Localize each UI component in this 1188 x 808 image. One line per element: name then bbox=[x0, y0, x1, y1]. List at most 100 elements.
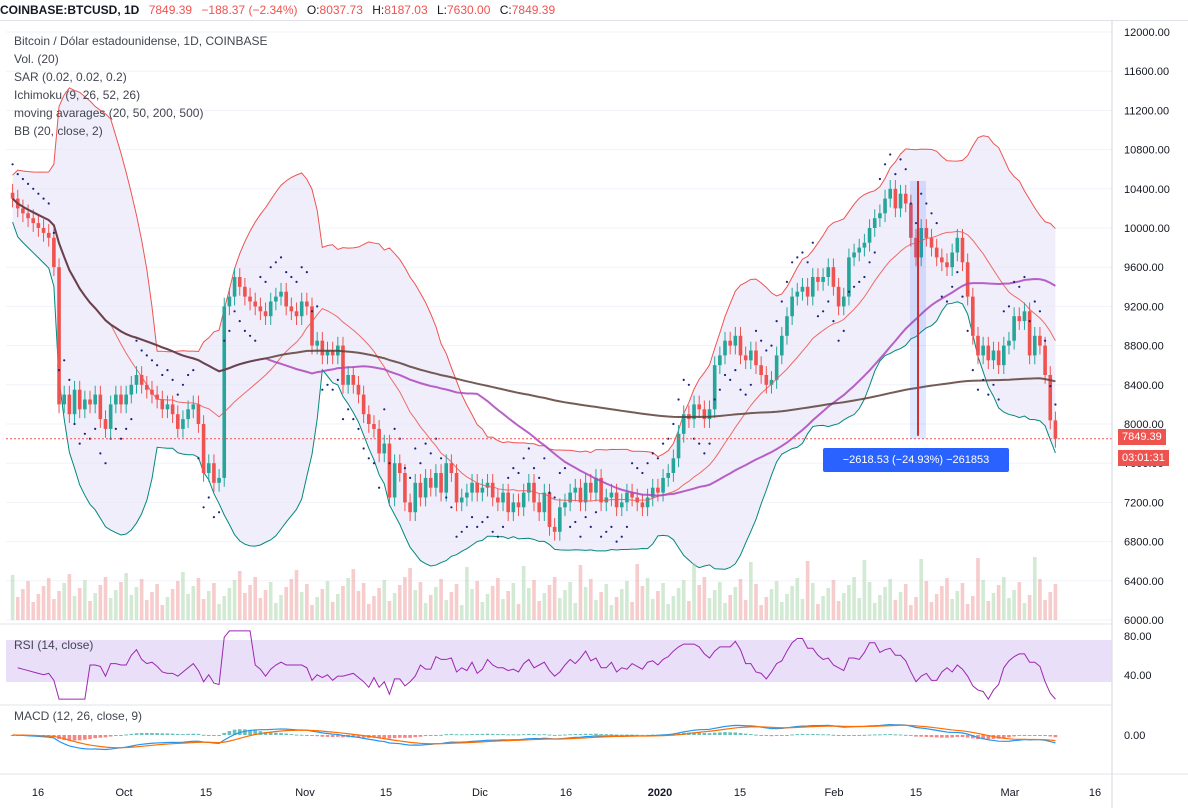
volume-bar bbox=[841, 593, 846, 620]
macd-hist bbox=[253, 730, 258, 735]
legend-ichimoku[interactable]: Ichimoku (9, 26, 52, 26) bbox=[14, 88, 141, 102]
volume-bar bbox=[181, 572, 185, 620]
macd-hist bbox=[521, 734, 526, 736]
macd-hist bbox=[289, 734, 294, 736]
sar-dot bbox=[326, 383, 329, 386]
price-chart[interactable]: 12000.00 11600.00 11200.00 10800.00 10400.00… bbox=[0, 20, 1188, 808]
macd-line bbox=[12, 724, 1056, 751]
macd-hist bbox=[826, 734, 831, 736]
volume-bar bbox=[191, 586, 196, 620]
macd-hist bbox=[810, 733, 815, 735]
rsi-line bbox=[17, 630, 1056, 701]
legend-vol[interactable]: Vol. (20) bbox=[14, 52, 59, 66]
candle-body bbox=[377, 428, 381, 454]
volume-bar bbox=[532, 580, 536, 620]
sar-dot bbox=[883, 163, 887, 166]
volume-bar bbox=[232, 580, 237, 620]
macd-hist bbox=[217, 735, 221, 736]
sar-dot bbox=[445, 496, 448, 499]
price-tick-label: 8000.00 bbox=[1124, 419, 1164, 431]
volume-bars bbox=[10, 557, 1058, 620]
macd-hist bbox=[114, 735, 118, 736]
sar-dot bbox=[687, 383, 690, 386]
sar-dot bbox=[532, 467, 536, 470]
sar-dot bbox=[476, 525, 479, 528]
macd-hist bbox=[800, 733, 805, 735]
candle-body bbox=[862, 242, 867, 248]
sar-dot bbox=[966, 329, 969, 332]
volume-bar bbox=[635, 564, 640, 620]
candle-body bbox=[955, 237, 960, 253]
sar-dot bbox=[383, 408, 386, 411]
candle-body bbox=[707, 409, 712, 420]
macd-hist bbox=[150, 732, 154, 735]
sar-dot bbox=[403, 467, 407, 470]
macd-hist bbox=[723, 732, 727, 735]
legend-bb[interactable]: BB (20, close, 2) bbox=[14, 124, 103, 138]
volume-bar bbox=[965, 604, 970, 620]
macd-hist bbox=[315, 735, 319, 737]
macd-hist bbox=[1043, 735, 1047, 736]
candle-body bbox=[201, 424, 206, 473]
candle-body bbox=[511, 502, 516, 513]
macd-title[interactable]: MACD (12, 26, close, 9) bbox=[14, 709, 143, 723]
sar-dot bbox=[11, 163, 14, 166]
sar-dot bbox=[94, 427, 97, 430]
candle-body bbox=[903, 193, 908, 204]
macd-hist bbox=[470, 733, 474, 735]
volume-bar bbox=[971, 596, 975, 620]
sar-dot bbox=[207, 496, 210, 499]
symbol-label[interactable]: COINBASE:BTCUSD, 1D bbox=[0, 3, 140, 17]
rsi-band bbox=[6, 640, 1112, 682]
sar-dot bbox=[878, 177, 881, 181]
macd-hist bbox=[841, 735, 846, 736]
volume-bar bbox=[754, 584, 758, 620]
macd-hist bbox=[996, 735, 1001, 739]
macd-hist bbox=[423, 735, 428, 737]
macd-hist bbox=[712, 732, 717, 735]
volume-bar bbox=[485, 594, 490, 620]
sar-dot bbox=[765, 349, 768, 352]
time-axis[interactable]: 16 Oct 15 Nov 15 Dic 16 2020 15 Feb 15 Mar 16 bbox=[0, 773, 1188, 799]
volume-bar bbox=[619, 589, 624, 620]
volume-bar bbox=[960, 583, 965, 620]
candle-body bbox=[36, 223, 41, 228]
price-axis[interactable]: 12000.00 11600.00 11200.00 10800.00 10400.00… bbox=[1111, 20, 1170, 808]
candle-body bbox=[924, 228, 929, 238]
time-tick-label: 16 bbox=[1089, 787, 1101, 799]
legend-ma[interactable]: moving avarages (20, 50, 200, 500) bbox=[14, 106, 204, 120]
macd-hist bbox=[743, 733, 748, 735]
macd-hist bbox=[604, 734, 609, 736]
sar-dot bbox=[465, 525, 468, 528]
time-tick-label: 15 bbox=[200, 787, 212, 799]
candle-body bbox=[439, 473, 443, 493]
volume-bar bbox=[516, 604, 521, 620]
macd-hist bbox=[88, 735, 92, 740]
candle-body bbox=[867, 228, 872, 243]
macd-hist bbox=[408, 735, 412, 738]
candle-body bbox=[769, 379, 774, 385]
macd-hist bbox=[609, 734, 614, 736]
legend-title[interactable]: Bitcoin / Dólar estadounidense, 1D, COIN… bbox=[14, 34, 268, 48]
sar-dot bbox=[1002, 310, 1005, 313]
candle-body bbox=[599, 477, 603, 503]
close-value: 7849.39 bbox=[511, 3, 556, 17]
sar-dot bbox=[698, 442, 701, 445]
price-tick-label: 9600.00 bbox=[1124, 262, 1164, 274]
rsi-title[interactable]: RSI (14, close) bbox=[14, 638, 94, 652]
volume-bar bbox=[687, 601, 691, 620]
price-tick-label: 8400.00 bbox=[1124, 380, 1164, 392]
macd-pane[interactable]: 0.00 bbox=[0, 704, 1145, 751]
candle-body bbox=[134, 375, 139, 385]
sar-dot bbox=[233, 310, 236, 313]
rsi-pane[interactable]: 80.00 40.00 bbox=[0, 623, 1152, 701]
volume-bar bbox=[480, 602, 485, 620]
legend-sar[interactable]: SAR (0.02, 0.02, 0.2) bbox=[14, 70, 127, 84]
sar-dot bbox=[744, 393, 747, 396]
sar-dot bbox=[904, 168, 907, 171]
price-tick-label: 12000.00 bbox=[1124, 27, 1170, 39]
sar-dot bbox=[956, 271, 959, 274]
macd-hist bbox=[1048, 735, 1053, 737]
sar-dot bbox=[832, 320, 835, 323]
measure-label: −2618.53 (−24.93%) −261853 bbox=[823, 448, 1009, 472]
